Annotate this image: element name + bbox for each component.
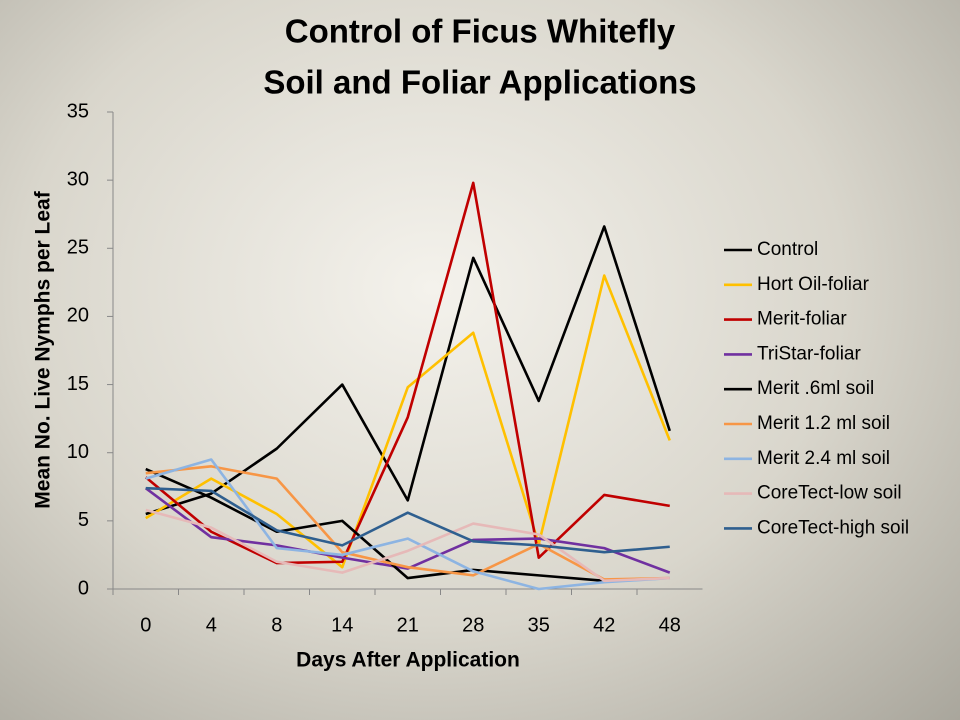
x-tick-label: 35 (528, 614, 550, 636)
y-tick-label: 15 (67, 373, 89, 395)
legend-label: CoreTect-low soil (757, 483, 902, 504)
legend-label: TriStar-foliar (757, 343, 861, 364)
y-tick-label: 0 (78, 577, 89, 599)
x-tick-label: 48 (659, 614, 681, 636)
x-tick-label: 4 (206, 614, 217, 636)
x-axis-title: Days After Application (296, 649, 520, 672)
series-line (144, 181, 670, 565)
legend-label: Control (757, 239, 818, 260)
series-line (145, 467, 605, 583)
y-tick-label: 10 (67, 441, 89, 463)
x-tick-label: 8 (271, 614, 282, 636)
series-line (145, 458, 670, 591)
y-tick-label: 5 (78, 509, 89, 531)
legend-label: Hort Oil-foliar (757, 274, 870, 295)
x-tick-label: 42 (593, 614, 615, 636)
legend-label: Merit .6ml soil (757, 378, 874, 399)
x-tick-label: 28 (462, 614, 484, 636)
y-axis-title: Mean No. Live Nymphs per Leaf (32, 190, 55, 508)
series-line (145, 486, 670, 554)
legend-label: Merit-foliar (757, 309, 847, 330)
y-tick-label: 35 (67, 100, 89, 122)
y-tick-label: 25 (67, 237, 89, 259)
y-tick-label: 30 (67, 168, 89, 190)
y-tick-label: 20 (67, 305, 89, 327)
x-tick-label: 14 (331, 614, 353, 636)
series-line (145, 508, 670, 583)
chart-title: Control of Ficus Whitefly (285, 13, 676, 50)
series-line (145, 225, 671, 516)
x-tick-label: 21 (397, 614, 419, 636)
series-line (145, 465, 670, 581)
legend-label: Merit 1.2 ml soil (757, 413, 890, 434)
chart-subtitle: Soil and Foliar Applications (263, 64, 696, 101)
x-tick-label: 0 (140, 614, 151, 636)
series-line (145, 274, 671, 569)
legend-label: CoreTect-high soil (757, 517, 909, 538)
legend-label: Merit 2.4 ml soil (757, 448, 890, 469)
